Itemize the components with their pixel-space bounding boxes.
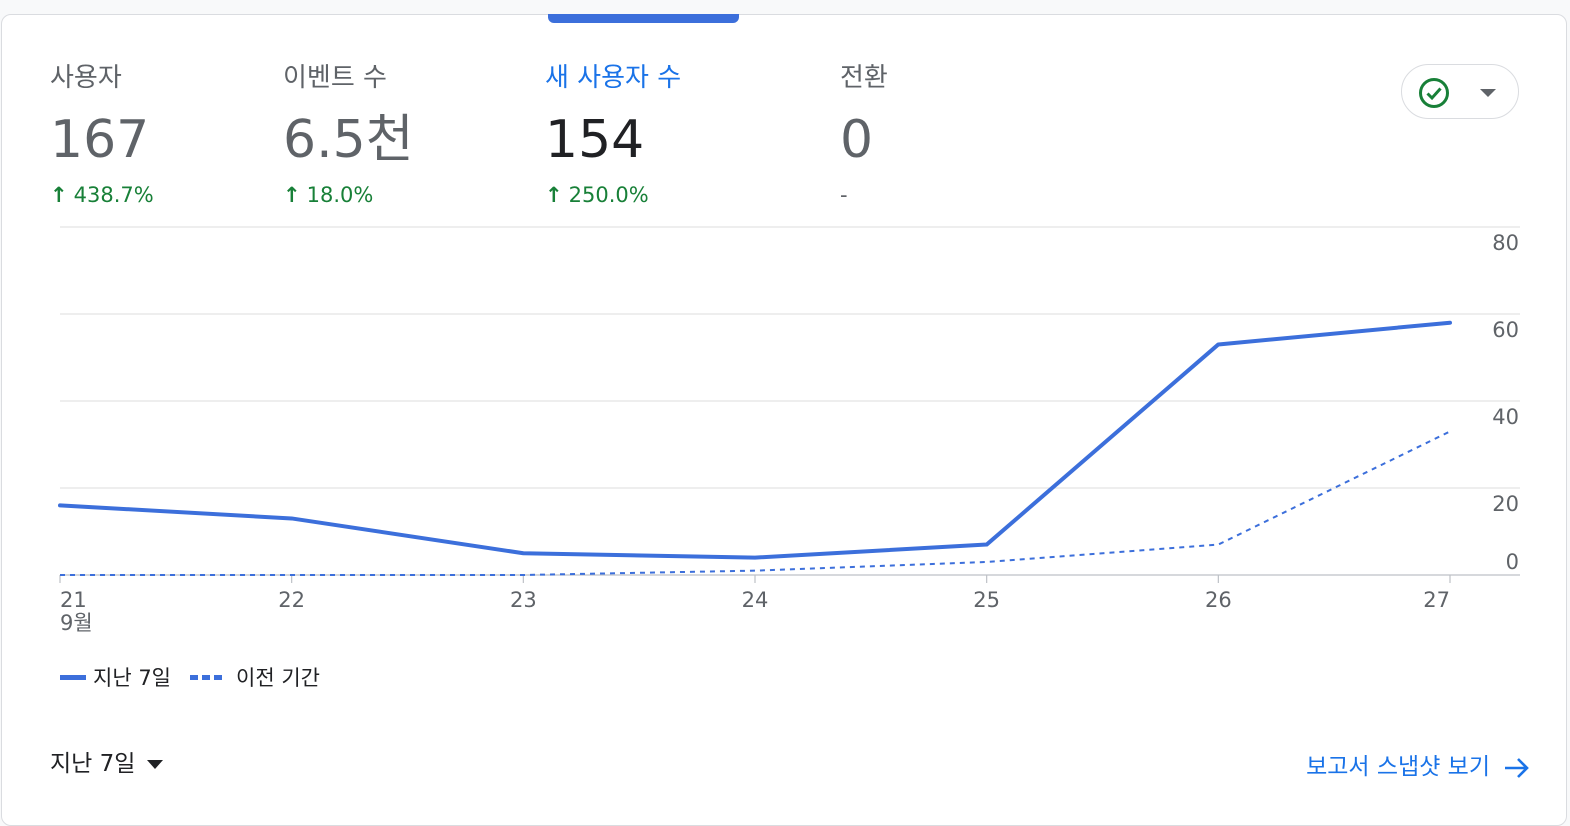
metric-value: 167 (50, 110, 150, 170)
active-tab-indicator (548, 14, 739, 23)
caret-down-icon (1480, 89, 1496, 97)
status-dropdown-button[interactable] (1401, 64, 1519, 119)
arrow-up-icon: ↑ (545, 183, 563, 207)
metric-change-value: 18.0% (306, 183, 374, 207)
series-line-current (58, 320, 1452, 560)
y-tick-label: 40 (1492, 405, 1519, 429)
overview-card (1, 14, 1567, 826)
legend-label: 이전 기간 (236, 666, 320, 690)
metric-change-value: 250.0% (568, 183, 649, 207)
metric-change-value: 438.7% (73, 183, 154, 207)
view-report-label: 보고서 스냅샷 보기 (1306, 754, 1490, 780)
caret-down-icon (147, 760, 164, 769)
check-circle-icon (1419, 78, 1449, 108)
x-tick-label: 22 (278, 588, 305, 612)
y-tick-label: 60 (1492, 318, 1519, 342)
metric-change-value: - (840, 183, 848, 207)
arrow-up-icon: ↑ (50, 183, 68, 207)
metric-new-users[interactable]: 새 사용자 수 154 ↑ 250.0% (545, 58, 681, 210)
metric-label: 전환 (840, 63, 888, 93)
metric-change: ↑ 250.0% (545, 180, 681, 210)
date-range-label: 지난 7일 (50, 751, 136, 777)
x-tick-label: 24 (742, 588, 769, 612)
date-range-dropdown[interactable]: 지난 7일 (50, 744, 164, 778)
y-tick-label: 80 (1492, 231, 1519, 255)
x-month-label: 9월 (60, 611, 93, 635)
metric-label: 이벤트 수 (283, 63, 387, 93)
x-tick-label: 26 (1205, 588, 1232, 612)
legend-swatch-dashed (214, 675, 222, 680)
metric-change: ↑ 18.0% (283, 180, 414, 210)
x-tick-label: 25 (973, 588, 1000, 612)
metric-value: 154 (545, 110, 645, 170)
metric-conversions[interactable]: 전환 0 - (840, 58, 888, 210)
legend-swatch-dashed (202, 675, 210, 680)
x-tick-label: 27 (1423, 588, 1450, 612)
legend-label: 지난 7일 (93, 666, 171, 690)
metric-value: 0 (840, 110, 874, 170)
y-tick-label: 0 (1506, 550, 1519, 574)
metric-change: ↑ 438.7% (50, 180, 154, 210)
metric-label: 사용자 (50, 63, 122, 93)
metric-users[interactable]: 사용자 167 ↑ 438.7% (50, 58, 154, 210)
series-line-previous (60, 430, 1451, 576)
y-tick-label: 20 (1492, 492, 1519, 516)
metric-change: - (840, 180, 888, 210)
legend-swatch-solid (60, 675, 86, 680)
legend-swatch-dashed (190, 675, 198, 680)
arrow-right-icon (1505, 757, 1529, 778)
metric-label: 새 사용자 수 (545, 63, 682, 93)
arrow-up-icon: ↑ (283, 183, 301, 207)
metric-value: 6.5천 (283, 110, 414, 170)
view-report-link[interactable]: 보고서 스냅샷 보기 (1306, 747, 1530, 781)
metric-events[interactable]: 이벤트 수 6.5천 ↑ 18.0% (283, 58, 414, 210)
x-tick-label: 23 (510, 588, 537, 612)
x-tick-label: 21 (60, 588, 87, 612)
